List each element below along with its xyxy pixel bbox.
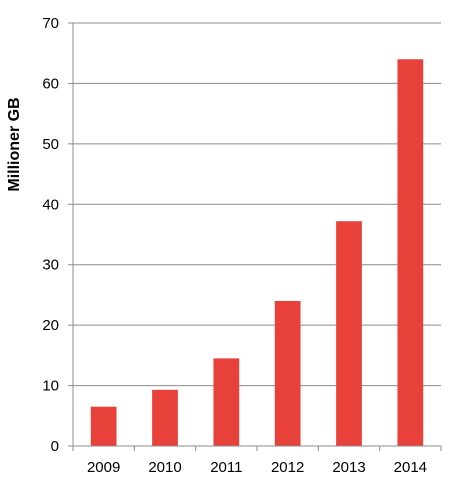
x-tick-label: 2009 [87, 459, 120, 476]
y-tick-label: 40 [42, 196, 59, 213]
bar-2014 [397, 59, 424, 446]
y-tick-label: 0 [51, 438, 59, 455]
bar-2012 [274, 300, 301, 446]
x-tick-label: 2014 [394, 459, 427, 476]
gridlines [73, 22, 441, 387]
y-tick-label: 60 [42, 75, 59, 92]
x-tick-label: 2010 [148, 459, 181, 476]
bar-2010 [152, 389, 178, 446]
x-tick-label: 2013 [332, 459, 365, 476]
bar-2013 [336, 221, 362, 446]
x-tick-labels: 2009 2010 2011 2012 2013 2014 [87, 459, 427, 476]
y-tick-label: 30 [42, 257, 59, 274]
y-tick-label: 70 [42, 15, 59, 32]
y-tick-label: 50 [42, 136, 59, 153]
y-tick-labels: 0 10 20 30 40 50 60 70 [42, 15, 59, 455]
y-tick-label: 20 [42, 317, 59, 334]
y-axis-title: Millioner GB [6, 97, 23, 191]
x-tick-label: 2011 [210, 459, 242, 476]
y-tick-label: 10 [42, 378, 59, 395]
axes [68, 22, 442, 451]
bar-2009 [90, 406, 117, 446]
x-tick-label: 2012 [271, 459, 304, 476]
bar-2011 [213, 358, 240, 446]
bars [90, 59, 424, 446]
